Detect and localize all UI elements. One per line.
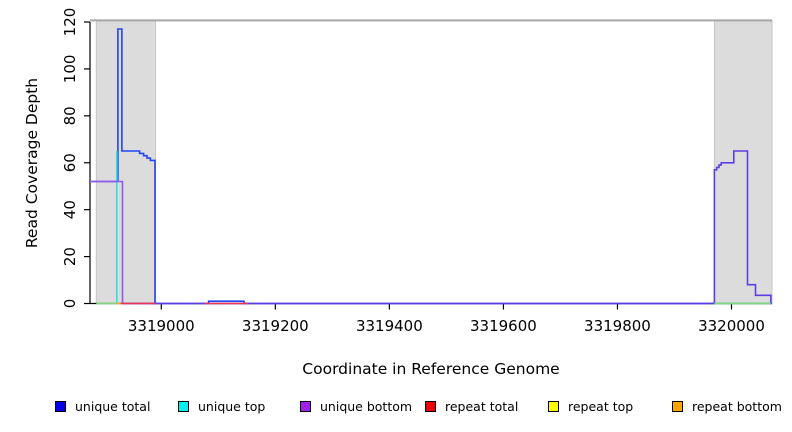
y-tick-label: 20 xyxy=(61,247,79,266)
x-tick-label: 3319400 xyxy=(356,317,423,335)
y-tick-label: 40 xyxy=(61,200,79,219)
legend-entry-repeat-top: repeat top xyxy=(548,397,633,415)
legend-entry-repeat-bottom: repeat bottom xyxy=(672,397,782,415)
x-tick-label: 3319600 xyxy=(470,317,537,335)
legend-swatch-icon xyxy=(548,400,559,412)
x-axis-title: Coordinate in Reference Genome xyxy=(302,360,559,378)
legend-swatch-icon xyxy=(672,400,683,412)
y-tick-label: 80 xyxy=(61,106,79,125)
legend-entry-unique-top: unique top xyxy=(178,397,265,415)
legend-label: unique bottom xyxy=(320,398,413,414)
plot-legend: unique total unique top unique bottom repea… xyxy=(0,397,792,419)
legend-label: unique top xyxy=(198,398,266,414)
legend-label: unique total xyxy=(75,398,151,414)
shaded-region-0 xyxy=(95,20,157,304)
legend-label: repeat total xyxy=(445,398,519,414)
plot-canvas: Coordinate in Reference Genome Read Cove… xyxy=(23,8,773,378)
series-unique-bottom-1 xyxy=(122,150,772,305)
y-tick-label: 100 xyxy=(61,55,79,84)
legend-label: repeat top xyxy=(568,398,634,414)
legend-swatch-icon xyxy=(178,400,189,412)
legend-entry-unique-total: unique total xyxy=(55,397,150,415)
x-tick-label: 3319000 xyxy=(128,317,195,335)
y-tick-label: 120 xyxy=(61,8,79,37)
x-tick-label: 3320000 xyxy=(698,317,765,335)
x-tick-label: 3319800 xyxy=(584,317,651,335)
x-tick-label: 3319200 xyxy=(242,317,309,335)
y-tick-label: 0 xyxy=(61,299,79,309)
legend-swatch-icon xyxy=(425,400,436,412)
series-unique-bottom-0 xyxy=(90,180,124,304)
legend-swatch-icon xyxy=(55,400,66,412)
legend-label: repeat bottom xyxy=(692,398,782,414)
legend-entry-unique-bottom: unique bottom xyxy=(300,397,412,415)
series-unique-total xyxy=(90,28,772,305)
legend-entry-repeat-total: repeat total xyxy=(425,397,518,415)
y-axis-title: Read Coverage Depth xyxy=(23,78,41,248)
y-tick-label: 60 xyxy=(61,153,79,172)
legend-swatch-icon xyxy=(300,400,311,412)
